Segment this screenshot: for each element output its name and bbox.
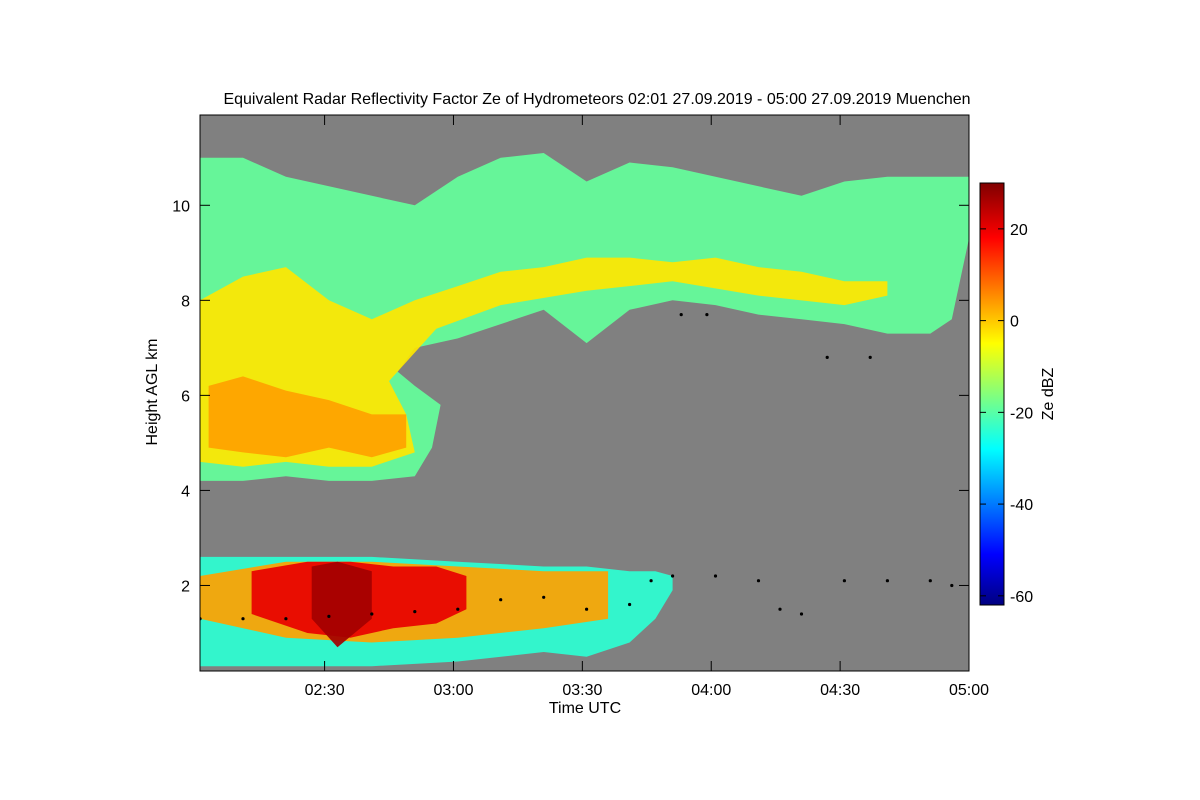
colorbar-tick-label: -40 — [1010, 497, 1033, 514]
chart-title: Equivalent Radar Reflectivity Factor Ze … — [223, 91, 970, 108]
cloud-base-point — [456, 607, 460, 611]
cloud-base-point — [799, 612, 804, 616]
cloud-base-point — [950, 583, 954, 588]
cloud-base-point — [705, 313, 709, 317]
y-tick-label: 8 — [181, 293, 190, 310]
region-upper-yellow-core — [208, 376, 407, 458]
cloud-base-point — [542, 595, 546, 599]
y-tick-label: 2 — [181, 578, 190, 595]
colorbar — [979, 182, 1005, 606]
cloud-base-point — [284, 617, 288, 621]
cloud-base-point — [628, 602, 632, 607]
x-axis-label: Time UTC — [549, 700, 621, 717]
cloud-base-point — [671, 574, 675, 578]
y-axis-label: Height AGL km — [144, 338, 161, 445]
cloud-base-point — [370, 612, 374, 616]
cloud-base-point — [928, 579, 932, 583]
x-tick-label: 02:30 — [305, 682, 345, 699]
y-tick-label: 10 — [172, 198, 190, 215]
region-lower-cloud-peak — [311, 561, 372, 648]
x-tick-label: 05:00 — [949, 682, 989, 699]
x-axis: 02:30 03:00 03:30 04:00 04:30 05:00 — [305, 115, 989, 699]
y-axis: 2 4 6 8 10 — [172, 198, 969, 595]
colorbar-label: Ze dBZ — [1040, 368, 1057, 421]
colorbar-tick-label: 0 — [1010, 314, 1019, 331]
cloud-base-point — [885, 579, 890, 583]
cloud-base-point — [756, 579, 761, 583]
cloud-base-point — [842, 579, 847, 583]
reflectivity-regions — [200, 153, 969, 667]
cloud-base-point — [825, 355, 829, 359]
cloud-base-point — [499, 598, 503, 602]
cloud-base-point — [241, 617, 245, 621]
cloud-base-point — [778, 607, 782, 611]
colorbar-tick-label: -60 — [1010, 589, 1033, 606]
x-tick-label: 03:30 — [562, 682, 602, 699]
colorbar-tick-label: 20 — [1010, 222, 1028, 239]
y-tick-label: 4 — [181, 483, 190, 500]
colorbar-ticks: 20 0 -20 -40 -60 — [980, 222, 1033, 606]
x-tick-label: 03:00 — [433, 682, 473, 699]
cloud-base-point — [585, 607, 589, 611]
cloud-base-point — [679, 313, 683, 317]
y-tick-label: 6 — [181, 388, 190, 405]
cloud-base-point — [413, 610, 417, 614]
cloud-base-point — [713, 574, 718, 578]
cloud-base-point — [649, 579, 653, 583]
plot-frame — [199, 114, 970, 672]
x-tick-label: 04:00 — [691, 682, 731, 699]
cloud-base-point — [868, 355, 872, 359]
x-tick-label: 04:30 — [820, 682, 860, 699]
cloud-base-point — [327, 614, 331, 619]
colorbar-tick-label: -20 — [1010, 405, 1033, 422]
